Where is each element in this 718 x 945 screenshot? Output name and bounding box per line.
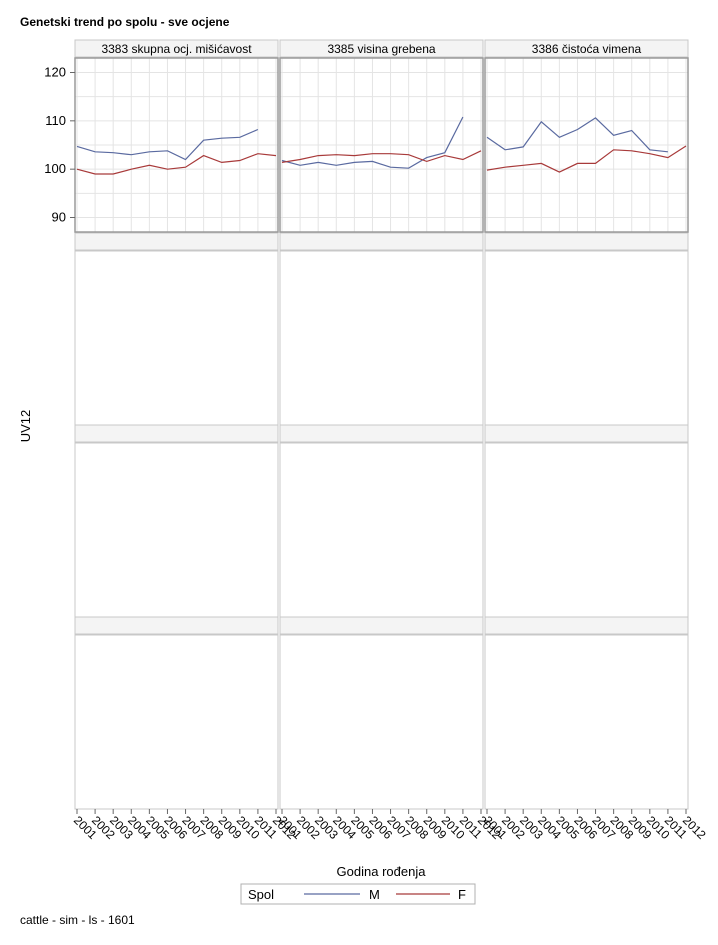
panel-label: 3386 čistoća vimena	[532, 42, 642, 56]
panel-cell	[74, 250, 279, 426]
panel-label: 3385 visina grebena	[327, 42, 435, 56]
panel-header	[279, 39, 484, 58]
panel-header	[74, 39, 279, 58]
series-line-m	[281, 116, 464, 169]
panel-cell	[279, 250, 484, 426]
panel-header	[484, 232, 689, 251]
series-line-m	[486, 117, 668, 153]
series-line-f	[486, 145, 687, 173]
series-line-m	[76, 128, 259, 161]
panel-cell	[279, 442, 484, 618]
panel-header	[74, 616, 279, 635]
panel-header	[484, 39, 689, 58]
panel-label: 3383 skupna ocj. mišićavost	[101, 42, 252, 56]
legend-title: Spol	[248, 887, 274, 902]
y-tick-label: 110	[45, 113, 66, 128]
plot-frame	[484, 57, 689, 233]
y-axis-label: UV12	[18, 410, 33, 443]
plot-frame	[279, 57, 484, 233]
legend-entry-f: F	[458, 887, 466, 902]
panel-cell	[484, 634, 689, 810]
legend-entry-m: M	[369, 887, 380, 902]
series-line-f	[281, 150, 482, 163]
panel-cell	[74, 442, 279, 618]
panel-header	[279, 616, 484, 635]
panel-cell	[279, 634, 484, 810]
panel-header	[74, 232, 279, 251]
y-tick-label: 90	[52, 210, 66, 225]
panel-header	[279, 232, 484, 251]
panel-header	[484, 424, 689, 443]
y-tick-label: 120	[44, 65, 66, 80]
legend: Spol M F	[240, 883, 476, 905]
plot-frame	[74, 57, 279, 233]
panel-cell	[74, 634, 279, 810]
panel-header	[74, 424, 279, 443]
chart-title: Genetski trend po spolu - sve ocjene	[20, 15, 230, 29]
panel-header	[279, 424, 484, 443]
panel-cell	[484, 250, 689, 426]
panel-header	[484, 616, 689, 635]
x-axis-label: Godina rođenja	[337, 864, 427, 879]
y-tick-label: 100	[44, 161, 66, 176]
panel-cell	[484, 442, 689, 618]
series-line-f	[76, 153, 277, 175]
footer-note: cattle - sim - ls - 1601	[20, 913, 135, 927]
